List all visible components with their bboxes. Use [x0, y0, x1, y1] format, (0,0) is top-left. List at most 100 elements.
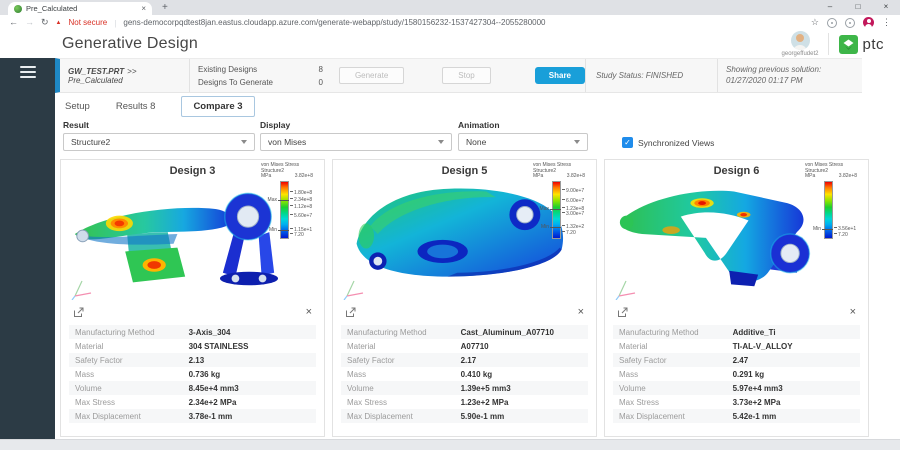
- user-menu[interactable]: georgeffudet2: [782, 31, 818, 57]
- table-row: Mass 0.410 kg: [341, 367, 588, 381]
- ptc-wordmark: ptc: [862, 35, 884, 53]
- table-row: Max Displacement 5.42e-1 mm: [613, 409, 860, 423]
- tab-results[interactable]: Results 8: [115, 100, 156, 112]
- table-row: Safety Factor 2.47: [613, 353, 860, 367]
- stress-legend: von Mises Stress Structure2 MPa 3.82e+8 …: [805, 162, 865, 239]
- property-value: 0.410 kg: [460, 369, 493, 379]
- design-title: Design 6: [713, 165, 760, 177]
- design-card-6: Design 6: [604, 159, 869, 437]
- left-sidebar: [0, 58, 55, 440]
- legend-min-marker: Min: [268, 226, 277, 233]
- property-label: Material: [347, 341, 376, 351]
- legend-max-marker: Max: [539, 205, 549, 212]
- designs-to-generate-value: 0: [318, 77, 323, 87]
- export-design-icon[interactable]: [345, 307, 356, 318]
- property-label: Safety Factor: [347, 355, 395, 365]
- share-button[interactable]: Share: [534, 67, 585, 84]
- property-value: 1.23e+2 MPa: [460, 397, 509, 407]
- property-label: Volume: [347, 383, 374, 393]
- animation-select[interactable]: None: [458, 133, 588, 151]
- synchronized-views-checkbox[interactable]: ✓: [622, 137, 633, 148]
- property-value: 3.78e-1 mm: [188, 411, 233, 421]
- property-label: Max Displacement: [75, 411, 141, 421]
- property-value: 5.42e-1 mm: [732, 411, 777, 421]
- generate-button[interactable]: Generate: [338, 67, 405, 84]
- legend-title: von Mises Stress: [261, 162, 300, 168]
- property-label: Max Stress: [619, 397, 660, 407]
- extension-icon-1[interactable]: [827, 17, 837, 28]
- export-design-icon[interactable]: [73, 307, 84, 318]
- tab-close-icon[interactable]: ×: [141, 4, 146, 13]
- menu-icon[interactable]: [19, 66, 36, 78]
- animation-label: Animation: [458, 120, 500, 130]
- browser-tab[interactable]: Pre_Calculated ×: [8, 2, 152, 15]
- export-design-icon[interactable]: [617, 307, 628, 318]
- property-value: 3.73e+2 MPa: [732, 397, 781, 407]
- result-select[interactable]: Structure2: [63, 133, 255, 151]
- url-text[interactable]: gens-democorpqdtest8jan.eastus.cloudapp.…: [123, 18, 546, 27]
- table-row: Volume 8.45e+4 mm3: [69, 381, 316, 395]
- back-icon[interactable]: ←: [9, 17, 18, 27]
- design-5-viewport[interactable]: Design 5: [333, 160, 596, 302]
- browser-menu-icon[interactable]: ⋮: [882, 17, 891, 27]
- property-value: 5.90e-1 mm: [460, 411, 505, 421]
- orientation-triad-icon: [615, 280, 636, 300]
- property-value: 3-Axis_304: [188, 327, 231, 337]
- legend-tick: 1.32e+2: [562, 224, 584, 231]
- new-tab-button[interactable]: +: [162, 2, 168, 13]
- showing-solution-text: Showing previous solution: 01/27/2020 01…: [726, 64, 822, 85]
- legend-tick: 1.80e+8: [290, 190, 312, 197]
- legend-tick: 3.00e+7: [562, 211, 584, 218]
- property-label: Max Displacement: [347, 411, 413, 421]
- table-row: Mass 0.736 kg: [69, 367, 316, 381]
- design-6-viewport[interactable]: Design 6: [605, 160, 868, 302]
- url-divider: |: [114, 17, 117, 28]
- result-label: Result: [63, 120, 89, 130]
- legend-tick: 9.00e+7: [562, 188, 584, 195]
- legend-max-value: 3.82e+8: [294, 173, 313, 179]
- tab-setup[interactable]: Setup: [65, 100, 90, 112]
- property-label: Mass: [75, 369, 95, 379]
- bookmark-star-icon[interactable]: ☆: [810, 17, 819, 27]
- design-card-5: Design 5: [332, 159, 597, 437]
- remove-design-icon[interactable]: ×: [305, 306, 312, 318]
- forward-icon[interactable]: →: [25, 17, 34, 27]
- stop-button[interactable]: Stop: [442, 67, 491, 84]
- reload-icon[interactable]: ↻: [41, 17, 49, 27]
- design-5-model: [356, 188, 564, 277]
- compare-controls: Result Structure2 Display von Mises Anim…: [55, 119, 900, 157]
- remove-design-icon[interactable]: ×: [849, 306, 856, 318]
- display-select[interactable]: von Mises: [260, 133, 452, 151]
- animation-value: None: [466, 137, 487, 147]
- not-secure-label[interactable]: Not secure: [68, 18, 108, 27]
- orientation-triad-icon: [71, 280, 92, 300]
- property-value: Additive_Ti: [732, 327, 776, 337]
- window-minimize-icon[interactable]: –: [827, 2, 833, 11]
- browser-profile-avatar[interactable]: [863, 17, 874, 28]
- tab-compare[interactable]: Compare 3: [181, 95, 255, 117]
- table-row: Max Stress 2.34e+2 MPa: [69, 395, 316, 409]
- table-row: Material A07710: [341, 339, 588, 353]
- legend-tick: 1.23e+8: [562, 206, 584, 213]
- property-value: 8.45e+4 mm3: [188, 383, 239, 393]
- property-value: 304 STAINLESS: [188, 341, 249, 351]
- table-row: Max Displacement 3.78e-1 mm: [69, 409, 316, 423]
- table-row: Manufacturing Method 3-Axis_304: [69, 325, 316, 339]
- legend-tick: 2.34e+8: [290, 197, 312, 204]
- property-label: Volume: [619, 383, 646, 393]
- design-3-properties: Manufacturing Method 3-Axis_304 Material 3…: [69, 325, 316, 423]
- design-counts: Existing Designs 8 Designs To Generate 0: [198, 65, 335, 87]
- ptc-logo: ptc: [839, 34, 884, 54]
- window-maximize-icon[interactable]: □: [855, 2, 861, 11]
- result-value: Structure2: [71, 137, 111, 147]
- window-close-icon[interactable]: ×: [883, 2, 889, 11]
- legend-title: von Mises Stress: [805, 162, 844, 168]
- synchronized-views-label: Synchronized Views: [638, 137, 715, 148]
- remove-design-icon[interactable]: ×: [577, 306, 584, 318]
- extension-icon-2[interactable]: [845, 17, 855, 28]
- table-row: Volume 5.97e+4 mm3: [613, 381, 860, 395]
- table-row: Manufacturing Method Cast_Aluminum_A07710: [341, 325, 588, 339]
- table-row: Material 304 STAINLESS: [69, 339, 316, 353]
- table-row: Max Stress 1.23e+2 MPa: [341, 395, 588, 409]
- design-3-viewport[interactable]: Design 3: [61, 160, 324, 302]
